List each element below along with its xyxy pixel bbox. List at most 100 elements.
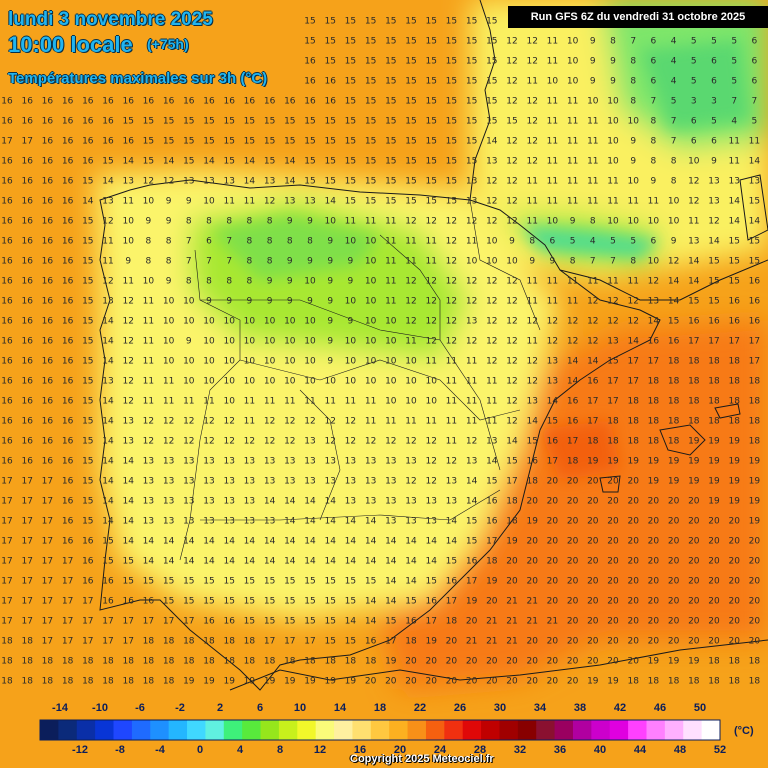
colorbar-swatch <box>131 720 151 740</box>
grid-value: 11 <box>244 397 255 407</box>
grid-value: 15 <box>82 257 93 267</box>
grid-value: 13 <box>708 177 719 187</box>
grid-value: 19 <box>183 677 195 687</box>
grid-value: 16 <box>62 217 74 227</box>
grid-value: 4 <box>671 37 677 47</box>
grid-value: 19 <box>486 577 498 587</box>
region-border-2 <box>200 299 501 471</box>
legend-top-label: 26 <box>453 702 467 714</box>
grid-value: 11 <box>627 197 638 207</box>
grid-value: 16 <box>21 217 33 227</box>
grid-value: 14 <box>547 397 559 407</box>
grid-value: 18 <box>708 397 720 407</box>
grid-value: 12 <box>567 317 578 327</box>
grid-value: 17 <box>587 397 598 407</box>
grid-value: 18 <box>163 637 175 647</box>
grid-value: 15 <box>425 17 436 27</box>
grid-value: 10 <box>324 217 336 227</box>
grid-value: 12 <box>526 157 537 167</box>
grid-value: 9 <box>226 297 232 307</box>
grid-value: 10 <box>365 317 377 327</box>
grid-value: 12 <box>183 417 194 427</box>
grid-value: 10 <box>264 377 276 387</box>
grid-value: 20 <box>405 657 417 667</box>
grid-value: 17 <box>163 617 174 627</box>
grid-value: 19 <box>749 457 761 467</box>
grid-value: 17 <box>82 637 93 647</box>
grid-value: 18 <box>728 657 740 667</box>
grid-value: 15 <box>264 597 275 607</box>
grid-value: 15 <box>466 537 477 547</box>
grid-value: 5 <box>610 237 616 247</box>
grid-value: 15 <box>143 157 154 167</box>
grid-value: 16 <box>1 357 13 367</box>
legend-top-label: -14 <box>52 702 68 714</box>
grid-value: 18 <box>284 657 296 667</box>
grid-value: 8 <box>651 137 657 147</box>
grid-value: 17 <box>62 617 73 627</box>
grid-value: 8 <box>590 217 596 227</box>
grid-value: 11 <box>547 117 558 127</box>
grid-value: 11 <box>385 217 396 227</box>
grid-value: 16 <box>122 597 134 607</box>
grid-value: 10 <box>203 197 215 207</box>
grid-value: 15 <box>345 37 356 47</box>
grid-value: 15 <box>688 297 699 307</box>
grid-value: 17 <box>648 357 659 367</box>
grid-value: 19 <box>385 657 397 667</box>
grid-value: 15 <box>607 357 618 367</box>
grid-value: 12 <box>446 297 457 307</box>
grid-value: 13 <box>345 497 356 507</box>
grid-value: 13 <box>446 497 457 507</box>
grid-value: 13 <box>486 437 497 447</box>
grid-value: 15 <box>203 597 214 607</box>
grid-value: 13 <box>102 297 113 307</box>
grid-value: 15 <box>425 77 436 87</box>
grid-value: 15 <box>304 157 315 167</box>
grid-value: 10 <box>183 317 195 327</box>
grid-value: 8 <box>630 77 636 87</box>
grid-value: 15 <box>728 257 739 267</box>
grid-value: 13 <box>385 497 396 507</box>
grid-value: 12 <box>648 277 659 287</box>
grid-value: 9 <box>125 257 131 267</box>
grid-value: 15 <box>203 117 214 127</box>
grid-value: 14 <box>264 557 276 567</box>
grid-value: 13 <box>345 477 356 487</box>
grid-value: 15 <box>446 177 457 187</box>
colorbar-legend: -14 -10 -6 -2 2 6 10 14 18 22 26 30 34 38 42 46 50 -12 -8… <box>38 700 748 760</box>
grid-value: 11 <box>324 397 335 407</box>
grid-value: 17 <box>1 577 12 587</box>
grid-value: 15 <box>264 157 275 167</box>
grid-value: 16 <box>62 117 74 127</box>
grid-value: 17 <box>21 617 32 627</box>
grid-value: 20 <box>668 537 680 547</box>
grid-value: 15 <box>82 497 93 507</box>
colorbar-swatch <box>554 720 574 740</box>
grid-value: 15 <box>466 517 477 527</box>
grid-value: 14 <box>405 557 417 567</box>
grid-value: 15 <box>385 177 396 187</box>
grid-value: 11 <box>425 417 436 427</box>
grid-value: 9 <box>711 157 717 167</box>
grid-value: 10 <box>345 337 357 347</box>
grid-value: 20 <box>688 617 700 627</box>
grid-value: 13 <box>385 477 396 487</box>
grid-value: 14 <box>183 537 195 547</box>
grid-value: 10 <box>244 377 256 387</box>
grid-value: 21 <box>547 617 558 627</box>
grid-value: 17 <box>42 557 53 567</box>
grid-value: 12 <box>486 297 497 307</box>
grid-value: 20 <box>668 617 680 627</box>
grid-value: 16 <box>1 337 13 347</box>
grid-value: 14 <box>466 497 478 507</box>
grid-value: 5 <box>731 77 737 87</box>
grid-value: 15 <box>365 157 376 167</box>
grid-value: 20 <box>688 577 700 587</box>
grid-value: 12 <box>466 437 477 447</box>
grid-value: 8 <box>630 57 636 67</box>
grid-value: 16 <box>62 297 74 307</box>
grid-value: 13 <box>547 377 558 387</box>
grid-value: 18 <box>749 417 761 427</box>
grid-value: 20 <box>749 557 761 567</box>
